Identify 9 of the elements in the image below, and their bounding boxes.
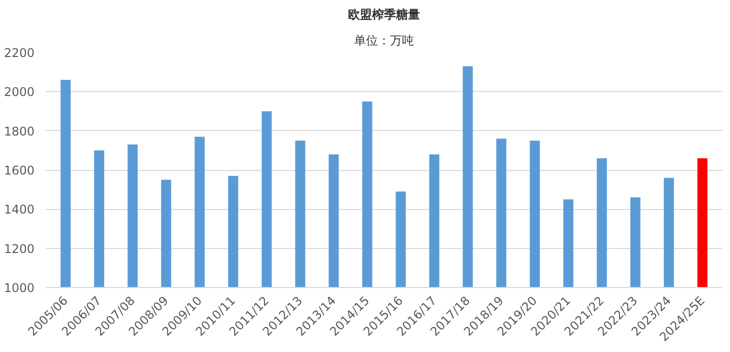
y-tick-label: 1400 [4,202,35,217]
chart-subtitle: 单位：万吨 [354,34,414,48]
y-tick-label: 1200 [4,242,35,256]
y-tick-label: 1000 [4,281,35,295]
y-tick-label: 2200 [4,46,35,60]
y-tick-label: 1800 [4,124,35,138]
y-tick-label: 1600 [4,164,35,178]
chart-title: 欧盟榨季糖量 [348,8,420,22]
y-tick-label: 2000 [4,85,35,100]
